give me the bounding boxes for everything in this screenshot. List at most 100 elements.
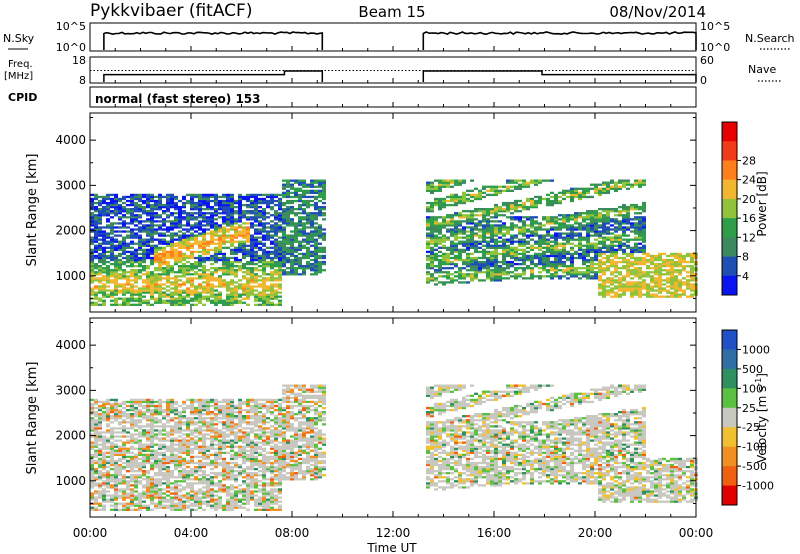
power-cell (462, 262, 466, 266)
power-cell (290, 254, 294, 258)
velocity-cell (90, 508, 94, 511)
power-cell (602, 224, 606, 227)
power-cell (214, 218, 218, 221)
power-cell (150, 277, 154, 280)
power-cell (102, 287, 106, 290)
power-cell (430, 218, 434, 221)
power-cell (242, 293, 246, 296)
power-cell (438, 179, 442, 182)
power-cell (426, 234, 430, 237)
power-cell (214, 254, 218, 258)
power-cell (294, 179, 298, 182)
power-cell (530, 222, 534, 225)
power-cell (238, 269, 242, 272)
power-cell (154, 244, 158, 247)
power-cell (130, 230, 134, 233)
power-cell (246, 203, 250, 207)
power-cell (482, 228, 486, 231)
velocity-cell (118, 508, 122, 511)
power-cell (102, 199, 106, 203)
power-cell (490, 246, 494, 249)
power-cell (538, 258, 542, 262)
power-cell (106, 205, 110, 209)
power-cell (142, 291, 146, 294)
power-cell (662, 262, 666, 266)
velocity-cell (90, 486, 94, 489)
power-cell (486, 214, 490, 217)
power-cell (214, 246, 218, 249)
power-cell (450, 232, 454, 235)
power-cell (562, 250, 566, 254)
power-cell (294, 234, 298, 237)
power-cell (642, 260, 646, 264)
power-cell (258, 248, 262, 252)
power-cell (622, 244, 626, 247)
power-cell (198, 234, 202, 237)
power-cell (270, 275, 274, 278)
power-cell (310, 191, 314, 195)
power-cell (446, 222, 450, 225)
power-cell (142, 273, 146, 276)
power-cell (114, 273, 118, 276)
power-cell (598, 187, 602, 190)
velocity-cell (130, 467, 134, 471)
power-cell (318, 205, 322, 209)
power-cell (258, 299, 262, 302)
power-cell (482, 208, 486, 211)
power-cell (674, 262, 678, 266)
power-cell (630, 281, 634, 284)
power-cell (522, 183, 526, 186)
power-cell (102, 289, 106, 292)
power-cell (118, 246, 122, 249)
power-cell (430, 275, 434, 278)
power-cell (514, 187, 518, 190)
velocity-cell (130, 408, 134, 412)
power-cell (146, 244, 150, 247)
power-cell (542, 240, 546, 243)
power-cell (250, 210, 254, 213)
power-cell (630, 183, 634, 186)
power-cell (514, 256, 518, 260)
power-cell (146, 289, 150, 292)
power-cell (458, 224, 462, 227)
power-cell (126, 222, 130, 225)
power-cell (578, 212, 582, 215)
power-cell (154, 220, 158, 223)
power-cell (602, 250, 606, 254)
power-cell (102, 238, 106, 241)
power-cell (238, 201, 242, 205)
velocity-cell (138, 400, 142, 404)
power-cell (618, 228, 622, 231)
power-cell (138, 244, 142, 247)
power-cell (506, 238, 510, 241)
power-cell (118, 258, 122, 262)
power-cell (186, 218, 190, 221)
power-cell (306, 242, 310, 245)
power-cell (434, 240, 438, 243)
power-cell (106, 195, 110, 199)
power-cell (162, 258, 166, 262)
power-cell (158, 291, 162, 294)
power-cell (626, 244, 630, 247)
power-cell (522, 269, 526, 272)
velocity-cell (110, 417, 114, 420)
power-cell (586, 212, 590, 215)
power-cell (202, 193, 206, 197)
power-cell (586, 277, 590, 280)
power-cell (598, 236, 602, 239)
power-cell (586, 195, 590, 199)
power-cell (138, 269, 142, 272)
power-cell (314, 230, 318, 233)
velocity-cell (122, 443, 126, 446)
power-cell (486, 232, 490, 235)
power-cell (198, 277, 202, 280)
velocity-cell (114, 461, 118, 465)
power-cell (550, 275, 554, 278)
power-cell (598, 218, 602, 221)
power-cell (490, 269, 494, 272)
power-cell (566, 271, 570, 274)
power-cell (654, 267, 658, 270)
power-cell (214, 201, 218, 205)
power-cell (594, 246, 598, 249)
power-cell (542, 275, 546, 278)
